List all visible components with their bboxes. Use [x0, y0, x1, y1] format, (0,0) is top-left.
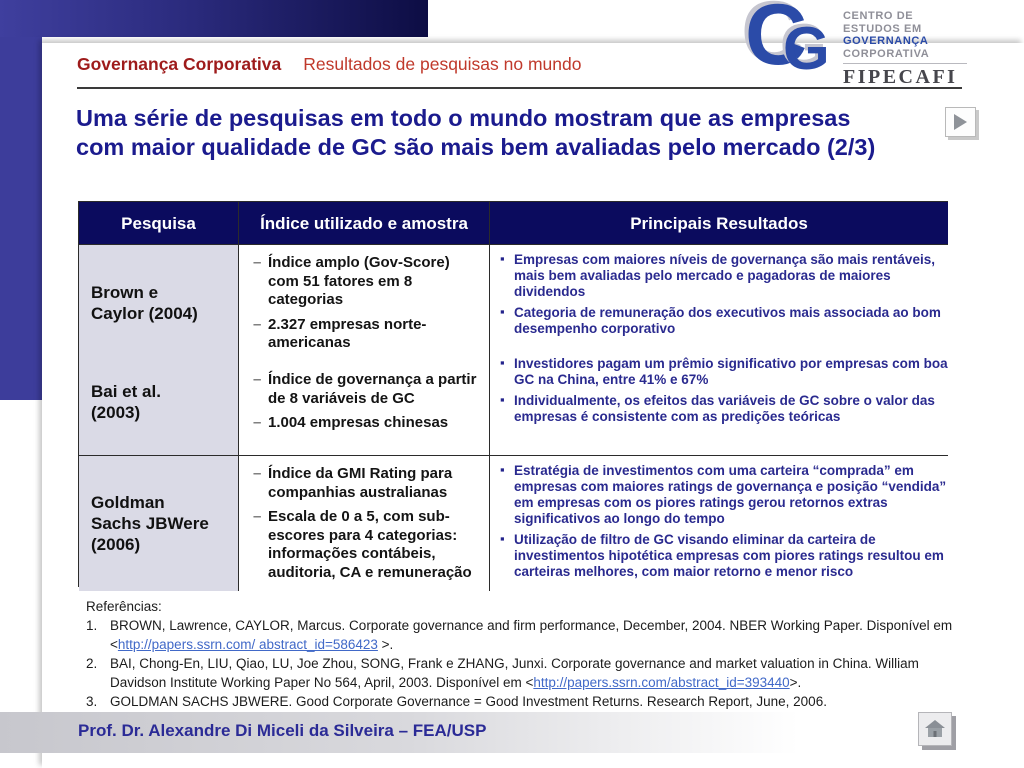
- footer-author-credit: Prof. Dr. Alexandre Di Miceli da Silveir…: [78, 721, 487, 740]
- page-title-line2: com maior qualidade de GC são mais bem a…: [76, 133, 876, 160]
- section-subtitle: Resultados de pesquisas no mundo: [303, 54, 582, 74]
- reference-text: BROWN, Lawrence, CAYLOR, Marcus. Corpora…: [110, 618, 953, 652]
- reference-number: 1.: [86, 618, 98, 633]
- column-header-pesquisa: Pesquisa: [79, 202, 238, 244]
- logo-line: ESTUDOS EM: [843, 22, 922, 35]
- result-bullet: Utilização de filtro de GC visando elimi…: [500, 531, 948, 580]
- reference-item: 3. GOLDMAN SACHS JBWERE. Good Corporate G…: [86, 692, 964, 711]
- reference-link[interactable]: http://papers.ssrn.com/abstract_id=39344…: [533, 675, 790, 690]
- research-name: Goldman Sachs JBWere (2006): [91, 493, 209, 554]
- result-bullet: Estratégia de investimentos com uma cart…: [500, 462, 948, 527]
- reference-number: 3.: [86, 694, 98, 709]
- research-name: Bai et al. (2003): [91, 382, 161, 422]
- logo-line: GOVERNANÇA: [843, 35, 929, 47]
- references-block: Referências: 1. BROWN, Lawrence, CAYLOR, …: [86, 597, 964, 711]
- result-bullet: Categoria de remuneração dos executivos …: [500, 304, 948, 337]
- logo-line: CENTRO DE: [843, 10, 914, 22]
- reference-text: >.: [789, 675, 802, 690]
- home-icon: [925, 720, 945, 737]
- play-button[interactable]: [945, 107, 976, 137]
- index-bullet: Índice amplo (Gov-Score) com 51 fatores …: [253, 254, 483, 310]
- left-accent-strip: [0, 0, 42, 400]
- reference-link[interactable]: http://papers.ssrn.com/ abstract_id=5864…: [117, 637, 378, 652]
- result-bullet: Empresas com maiores níveis de governanç…: [500, 251, 948, 300]
- monogram-letter-c: C: [745, 0, 808, 83]
- breadcrumb: Governança Corporativa Resultados de pes…: [77, 54, 737, 75]
- reference-text: GOLDMAN SACHS JBWERE. Good Corporate Gov…: [110, 694, 827, 709]
- monogram-letter-g: G: [783, 15, 830, 82]
- index-bullet: Escala de 0 a 5, com sub-escores para 4 …: [253, 508, 483, 582]
- table-row: Bai et al. (2003) Índice de governança a…: [79, 348, 948, 455]
- references-heading: Referências:: [86, 599, 162, 614]
- logo-text-block: CENTRO DE ESTUDOS EM GOVERNANÇA CORPORAT…: [843, 10, 967, 89]
- cg-monogram-icon: C G: [745, 0, 840, 88]
- table-header-row: Pesquisa Índice utilizado e amostra Prin…: [79, 202, 948, 244]
- reference-number: 2.: [86, 656, 98, 671]
- cg-fipecafi-logo: C G CENTRO DE ESTUDOS EM GOVERNANÇA CORP…: [745, 0, 967, 89]
- column-header-indice: Índice utilizado e amostra: [238, 202, 489, 244]
- logo-fipecafi-wordmark: FIPECAFI: [843, 63, 967, 89]
- page-title-line1: Uma série de pesquisas em todo o mundo m…: [76, 105, 851, 131]
- result-bullet: Individualmente, os efeitos das variávei…: [500, 392, 948, 425]
- play-icon: [954, 114, 967, 130]
- research-name: Brown e Caylor (2004): [91, 283, 198, 324]
- index-bullet: Índice de governança a partir de 8 variá…: [253, 371, 483, 408]
- logo-line: CORPORATIVA: [843, 47, 930, 60]
- section-title: Governança Corporativa: [77, 54, 282, 74]
- reference-text: >.: [377, 637, 394, 652]
- reference-item: 2. BAI, Chong-En, LIU, Qiao, LU, Joe Zhou…: [86, 654, 964, 692]
- reference-item: 1. BROWN, Lawrence, CAYLOR, Marcus. Corpo…: [86, 616, 964, 654]
- index-bullet: Índice da GMI Rating para companhias aus…: [253, 465, 483, 502]
- reference-text: BAI, Chong-En, LIU, Qiao, LU, Joe Zhou, …: [110, 656, 919, 690]
- home-button[interactable]: [918, 712, 952, 746]
- table-row: Brown e Caylor (2004) Índice amplo (Gov-…: [79, 244, 948, 362]
- header-divider: [77, 87, 962, 89]
- index-bullet: 1.004 empresas chinesas: [253, 414, 483, 433]
- column-header-resultados: Principais Resultados: [489, 202, 948, 244]
- footer-band: [0, 712, 1024, 753]
- research-table: Pesquisa Índice utilizado e amostra Prin…: [78, 201, 948, 591]
- index-bullet: 2.327 empresas norte-americanas: [253, 316, 483, 353]
- page-title: Uma série de pesquisas em todo o mundo m…: [76, 104, 936, 161]
- result-bullet: Investidores pagam um prêmio significati…: [500, 355, 948, 388]
- top-gradient-bar: [0, 0, 428, 37]
- table-row: Goldman Sachs JBWere (2006) Índice da GM…: [79, 455, 948, 591]
